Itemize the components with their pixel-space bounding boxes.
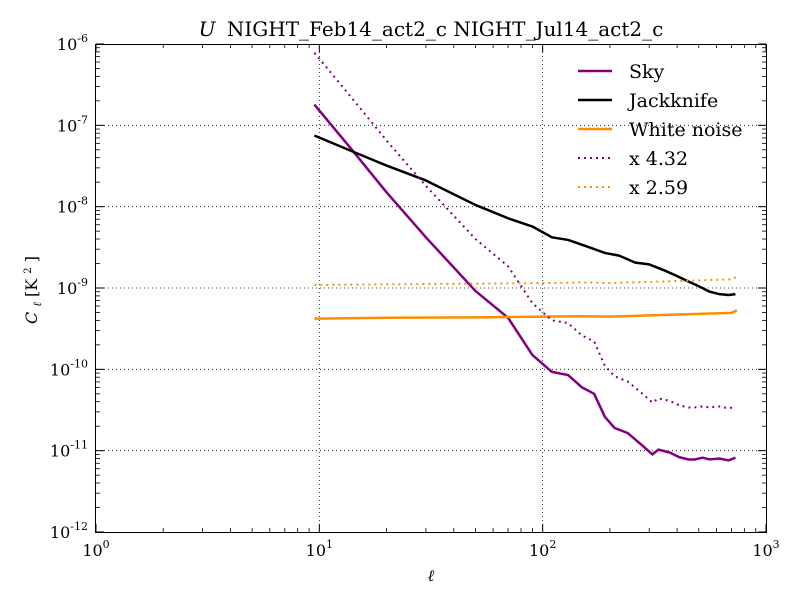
x-tick-label: 101	[306, 538, 333, 560]
y-tick-label-base: 10	[50, 360, 70, 379]
legend-label-jackknife: Jackknife	[627, 90, 718, 112]
x-tick-label-base: 10	[529, 541, 549, 560]
y-axis-label-unit-sup: 2	[23, 267, 34, 273]
y-tick-label-base: 10	[57, 279, 77, 298]
x-tick-label-exp: 1	[326, 538, 333, 551]
legend: Sky Jackknife White noise x 4.32 x 2.59	[578, 61, 743, 199]
y-axis-label-unit: [K	[22, 278, 41, 297]
grid-lines	[96, 44, 766, 532]
y-tick-label-exp: -7	[77, 113, 88, 126]
y-tick-label-exp: -10	[70, 357, 88, 370]
x-tick-label: 102	[529, 538, 556, 560]
chart-title-symbol: U	[199, 17, 217, 41]
y-axis-label-main: C	[22, 312, 41, 324]
series-white-noise-line	[314, 309, 738, 320]
legend-label-white-noise: White noise	[629, 119, 743, 141]
x-axis-label: ℓ	[428, 566, 435, 585]
y-tick-label: 10-11	[50, 439, 88, 461]
y-tick-label-base: 10	[50, 523, 70, 542]
legend-label-x-4-32: x 4.32	[629, 148, 688, 170]
x-tick-label-exp: 2	[549, 538, 556, 551]
y-tick-label-base: 10	[57, 116, 77, 135]
x-tick-label-base: 10	[82, 541, 102, 560]
y-tick-label: 10-6	[57, 32, 88, 54]
x-tick-label: 103	[752, 538, 779, 560]
x-tick-label-base: 10	[752, 541, 772, 560]
plot-frame	[95, 44, 767, 533]
x-tick-label-exp: 0	[103, 538, 110, 551]
y-tick-label-exp: -8	[77, 195, 88, 208]
y-tick-label-base: 10	[57, 198, 77, 217]
x-tick-labels: 100 101 102 103	[82, 538, 779, 560]
series-x-4-32-line	[313, 52, 736, 410]
chart-title: U NIGHT_Feb14_act2_c NIGHT_Jul14_act2_c	[199, 17, 664, 41]
x-tick-label-base: 10	[306, 541, 326, 560]
y-tick-label-exp: -11	[70, 439, 88, 452]
y-tick-label-base: 10	[50, 442, 70, 461]
legend-label-sky: Sky	[629, 61, 665, 83]
x-tick-label: 100	[82, 538, 109, 560]
series-jackknife-line	[313, 134, 736, 297]
y-tick-label-exp: -12	[70, 520, 88, 533]
y-tick-label: 10-8	[57, 195, 88, 217]
x-tick-label-exp: 3	[773, 538, 780, 551]
y-tick-label-exp: -6	[77, 32, 88, 45]
y-tick-label: 10-12	[50, 520, 88, 542]
y-tick-label: 10-10	[50, 357, 88, 379]
axis-ticks	[95, 43, 767, 533]
plot-series	[313, 52, 738, 462]
legend-label-x-2-59: x 2.59	[629, 177, 688, 199]
y-axis-label-unit-close: ]	[22, 256, 41, 262]
y-axis-label-subscript: ℓ	[31, 302, 44, 307]
y-tick-label-base: 10	[57, 35, 77, 54]
series-sky-line	[313, 103, 736, 462]
y-axis-label: C ℓ [K 2 ]	[16, 256, 45, 324]
y-tick-label-exp: -9	[77, 276, 88, 289]
y-tick-label: 10-7	[57, 113, 88, 135]
chart-title-rest: NIGHT_Feb14_act2_c NIGHT_Jul14_act2_c	[227, 17, 663, 41]
y-tick-label: 10-9	[57, 276, 88, 298]
